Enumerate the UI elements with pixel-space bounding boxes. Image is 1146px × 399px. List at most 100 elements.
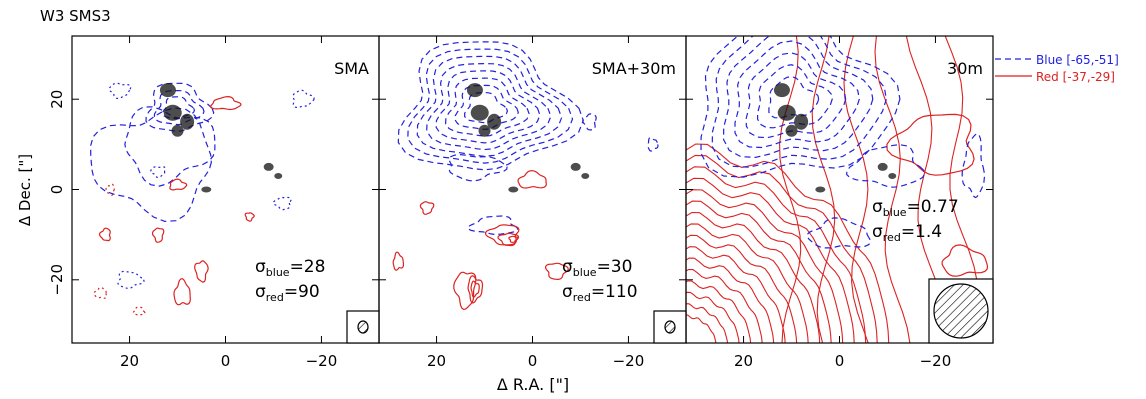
red-contour bbox=[517, 170, 547, 189]
red-contour bbox=[169, 178, 188, 191]
sigma-red-label: σred=1.4 bbox=[872, 222, 942, 244]
source-blob bbox=[159, 83, 176, 98]
red-contour bbox=[419, 201, 435, 215]
red-contour bbox=[686, 257, 775, 343]
blue-contour bbox=[90, 107, 212, 223]
source-blob bbox=[508, 186, 519, 193]
red-contour bbox=[843, 36, 869, 343]
source-blob bbox=[794, 113, 809, 130]
red-contour bbox=[470, 280, 480, 298]
source-blob bbox=[815, 186, 826, 193]
contour-layer bbox=[686, 36, 989, 343]
red-contour bbox=[686, 314, 717, 343]
red-contour bbox=[686, 143, 890, 343]
blue-contour bbox=[272, 196, 292, 211]
blue-contour bbox=[467, 215, 519, 236]
blue-contour bbox=[426, 62, 552, 151]
source-blob bbox=[201, 186, 212, 193]
red-contour bbox=[686, 177, 855, 343]
x-tick-label: 0 bbox=[221, 352, 231, 370]
red-contour bbox=[811, 36, 836, 343]
blue-contour bbox=[454, 84, 519, 131]
legend: Blue [-65,-51] Red [-37,-29] bbox=[995, 53, 1119, 84]
source-blob bbox=[478, 124, 491, 137]
figure-title: W3 SMS3 bbox=[40, 7, 111, 25]
blue-contour bbox=[722, 36, 874, 159]
red-contour bbox=[508, 235, 519, 243]
red-contour bbox=[467, 275, 484, 304]
y-tick-label: 0 bbox=[48, 185, 66, 195]
x-tick-label: 20 bbox=[734, 352, 753, 370]
blue-contour bbox=[757, 64, 833, 129]
source-blob bbox=[581, 172, 590, 179]
sigma-blue-label: σblue=30 bbox=[562, 257, 632, 279]
source-blob bbox=[487, 113, 502, 130]
source-blob bbox=[171, 124, 184, 137]
red-contour bbox=[779, 36, 802, 343]
panel-30m: 20 0 −20 30m σblue=0.77 σred=1.4 bbox=[685, 35, 994, 370]
source-blob bbox=[163, 104, 182, 121]
red-contour bbox=[686, 303, 729, 343]
red-contour bbox=[173, 278, 191, 306]
x-tick-label: −20 bbox=[920, 352, 952, 370]
panel-label: SMA+30m bbox=[592, 59, 676, 78]
contour-layer bbox=[90, 82, 315, 316]
red-contour bbox=[686, 223, 809, 343]
blue-contour bbox=[397, 41, 584, 171]
source-blob bbox=[470, 104, 489, 121]
red-contour bbox=[686, 200, 832, 343]
source-blob bbox=[274, 172, 283, 179]
blue-contour bbox=[435, 70, 541, 144]
red-contour bbox=[151, 227, 165, 243]
blue-contour bbox=[117, 270, 145, 289]
red-contour bbox=[105, 183, 115, 196]
blue-contour bbox=[806, 217, 872, 249]
red-contour bbox=[132, 306, 146, 316]
red-contour bbox=[98, 227, 111, 242]
y-tick-label: 20 bbox=[48, 90, 66, 109]
sigma-red-label: σred=90 bbox=[255, 282, 320, 304]
blue-contour bbox=[734, 40, 860, 149]
blue-contour bbox=[745, 52, 847, 139]
source-blob bbox=[877, 162, 888, 171]
red-contour bbox=[941, 244, 989, 277]
x-tick-label: 0 bbox=[528, 352, 538, 370]
red-contour bbox=[686, 189, 844, 343]
sigma-red-label: σred=110 bbox=[562, 282, 638, 304]
blue-contour bbox=[444, 77, 530, 137]
source-blob bbox=[888, 172, 897, 179]
beam-ellipse bbox=[357, 320, 369, 334]
red-contour bbox=[686, 211, 821, 343]
x-tick-label: 0 bbox=[835, 352, 845, 370]
x-tick-label: 20 bbox=[427, 352, 446, 370]
sigma-blue-label: σblue=0.77 bbox=[872, 197, 959, 219]
source-blob bbox=[570, 162, 581, 171]
sigma-blue-label: σblue=28 bbox=[255, 257, 325, 279]
legend-red-label: Red [-37,-29] bbox=[1036, 70, 1115, 84]
y-tick-label: −20 bbox=[48, 264, 66, 296]
blue-contour bbox=[416, 55, 563, 157]
red-contour bbox=[686, 291, 740, 343]
blue-contour bbox=[448, 153, 508, 182]
source-blob bbox=[773, 83, 790, 98]
beam-ellipse bbox=[664, 320, 676, 334]
source-blob bbox=[466, 83, 483, 98]
red-contour bbox=[392, 251, 405, 271]
red-contour bbox=[686, 246, 786, 343]
panel-sma-30m: 20 0 −20 SMA+30m σblue=30 σred=110 bbox=[378, 35, 687, 370]
red-contour bbox=[686, 268, 763, 343]
panel-label: 30m bbox=[947, 59, 983, 78]
panel-frame bbox=[378, 35, 687, 344]
red-contour bbox=[874, 36, 911, 343]
red-contour bbox=[453, 271, 477, 311]
y-axis-label: Δ Dec. ["] bbox=[16, 154, 34, 226]
red-contour bbox=[93, 286, 108, 299]
red-contour bbox=[686, 154, 878, 343]
red-contour bbox=[686, 166, 867, 343]
panel-label: SMA bbox=[334, 59, 369, 78]
x-tick-label: 20 bbox=[120, 352, 139, 370]
blue-contour bbox=[711, 36, 887, 168]
red-contour bbox=[244, 212, 255, 222]
red-contour bbox=[544, 262, 569, 281]
